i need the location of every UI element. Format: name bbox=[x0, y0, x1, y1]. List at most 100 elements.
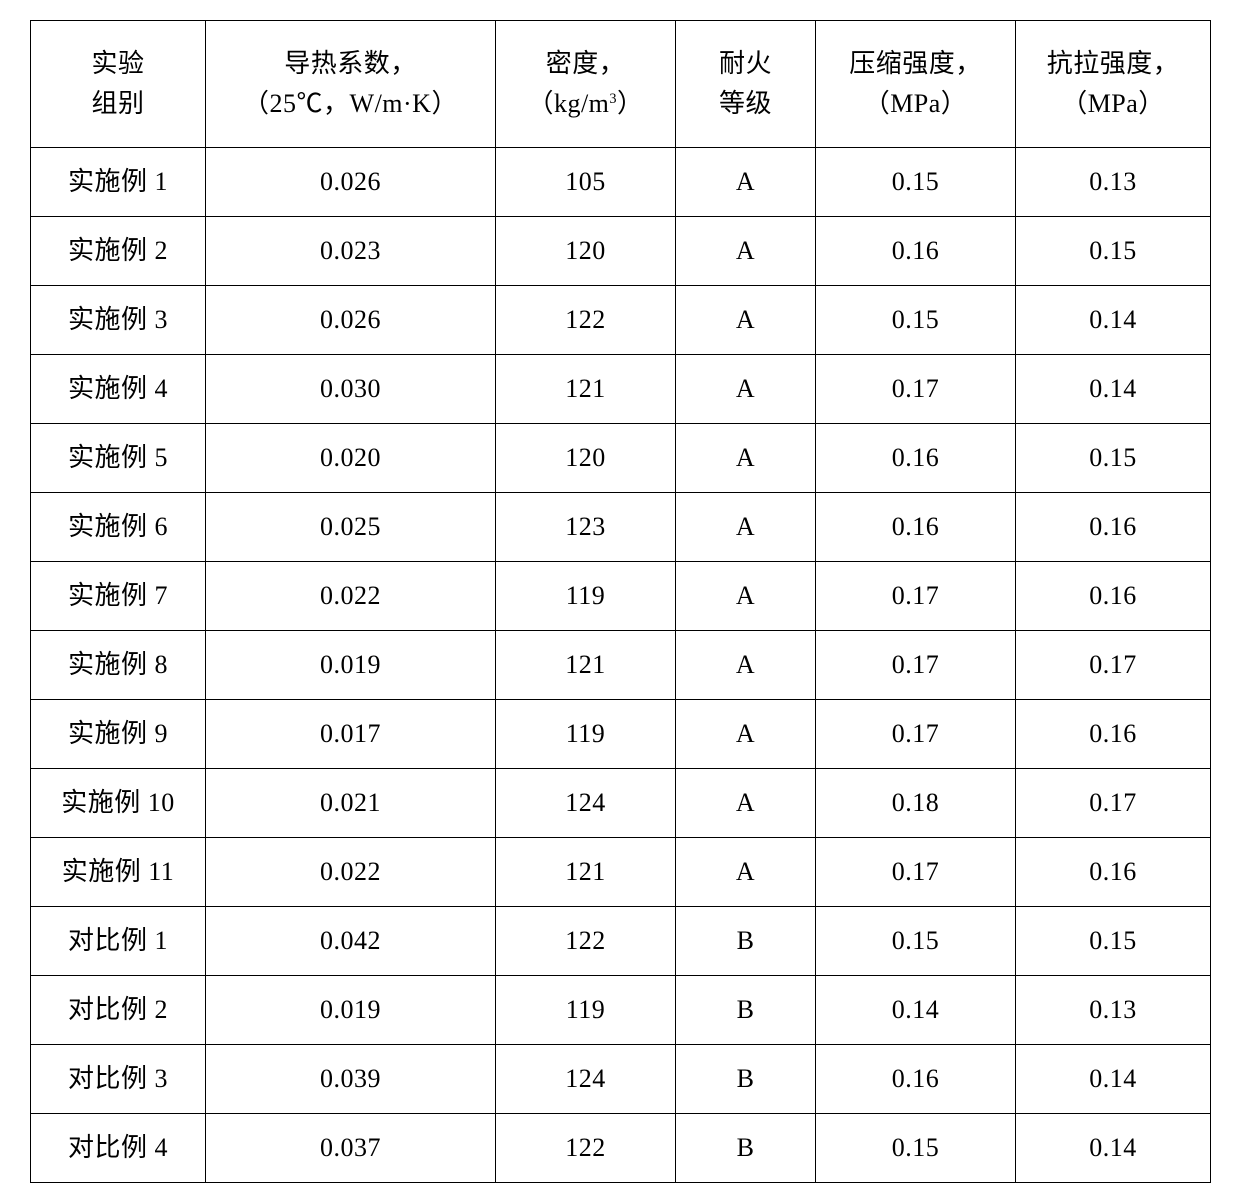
table-row: 实施例 10.026105A0.150.13 bbox=[31, 148, 1211, 217]
table-body: 实施例 10.026105A0.150.13实施例 20.023120A0.16… bbox=[31, 148, 1211, 1183]
col-header-group-line1: 实验 bbox=[31, 44, 205, 84]
table-cell: 0.022 bbox=[206, 838, 496, 907]
table-cell: 0.15 bbox=[1016, 217, 1211, 286]
table-cell: 121 bbox=[496, 838, 676, 907]
table-cell: 0.18 bbox=[816, 769, 1016, 838]
table-cell: 0.17 bbox=[816, 355, 1016, 424]
table-cell: B bbox=[676, 1114, 816, 1183]
table-row: 实施例 90.017119A0.170.16 bbox=[31, 700, 1211, 769]
header-row: 实验 组别 导热系数， （25℃，W/m·K） 密度， （kg/m3） 耐火 等… bbox=[31, 21, 1211, 148]
table-row: 实施例 100.021124A0.180.17 bbox=[31, 769, 1211, 838]
table-row: 实施例 30.026122A0.150.14 bbox=[31, 286, 1211, 355]
table-cell: 0.16 bbox=[816, 424, 1016, 493]
table-cell: 0.17 bbox=[816, 562, 1016, 631]
table-cell: 123 bbox=[496, 493, 676, 562]
col-header-density-line1: 密度， bbox=[496, 44, 675, 84]
table-row: 实施例 20.023120A0.160.15 bbox=[31, 217, 1211, 286]
table-cell: A bbox=[676, 493, 816, 562]
table-cell: 对比例 3 bbox=[31, 1045, 206, 1114]
table-cell: 实施例 8 bbox=[31, 631, 206, 700]
table-cell: 122 bbox=[496, 907, 676, 976]
table-cell: 0.17 bbox=[1016, 631, 1211, 700]
table-cell: 对比例 1 bbox=[31, 907, 206, 976]
table-row: 对比例 10.042122B0.150.15 bbox=[31, 907, 1211, 976]
table-cell: 0.15 bbox=[816, 148, 1016, 217]
table-cell: 实施例 2 bbox=[31, 217, 206, 286]
table-cell: 0.14 bbox=[1016, 1114, 1211, 1183]
table-cell: 实施例 1 bbox=[31, 148, 206, 217]
table-cell: 124 bbox=[496, 1045, 676, 1114]
table-cell: 0.16 bbox=[1016, 493, 1211, 562]
table-cell: 0.13 bbox=[1016, 976, 1211, 1045]
table-cell: 0.019 bbox=[206, 631, 496, 700]
col-header-tensile-line1: 抗拉强度， bbox=[1016, 44, 1210, 84]
table-cell: 0.16 bbox=[816, 1045, 1016, 1114]
table-cell: 0.17 bbox=[1016, 769, 1211, 838]
table-cell: 0.14 bbox=[1016, 286, 1211, 355]
col-header-fire-line1: 耐火 bbox=[676, 44, 815, 84]
col-header-fire-line2: 等级 bbox=[676, 84, 815, 124]
col-header-tensile-line2: （MPa） bbox=[1016, 84, 1210, 124]
table-cell: 0.019 bbox=[206, 976, 496, 1045]
table-cell: 119 bbox=[496, 562, 676, 631]
col-header-thermal: 导热系数， （25℃，W/m·K） bbox=[206, 21, 496, 148]
table-cell: 0.16 bbox=[816, 493, 1016, 562]
table-cell: 实施例 5 bbox=[31, 424, 206, 493]
table-cell: 122 bbox=[496, 1114, 676, 1183]
table-cell: 0.16 bbox=[1016, 562, 1211, 631]
table-cell: 0.16 bbox=[1016, 838, 1211, 907]
table-cell: 120 bbox=[496, 424, 676, 493]
col-header-compressive: 压缩强度， （MPa） bbox=[816, 21, 1016, 148]
col-header-density-line2: （kg/m3） bbox=[496, 84, 675, 124]
table-cell: 124 bbox=[496, 769, 676, 838]
table-cell: 0.15 bbox=[1016, 424, 1211, 493]
table-row: 实施例 70.022119A0.170.16 bbox=[31, 562, 1211, 631]
table-cell: B bbox=[676, 976, 816, 1045]
table-cell: 0.026 bbox=[206, 148, 496, 217]
col-header-thermal-line2: （25℃，W/m·K） bbox=[206, 84, 495, 124]
table-cell: 0.021 bbox=[206, 769, 496, 838]
col-header-thermal-line1: 导热系数， bbox=[206, 44, 495, 84]
table-cell: B bbox=[676, 1045, 816, 1114]
table-cell: 0.16 bbox=[1016, 700, 1211, 769]
table-cell: A bbox=[676, 769, 816, 838]
table-cell: 0.15 bbox=[816, 286, 1016, 355]
col-header-compressive-line1: 压缩强度， bbox=[816, 44, 1015, 84]
table-cell: 实施例 9 bbox=[31, 700, 206, 769]
table-cell: 0.042 bbox=[206, 907, 496, 976]
table-cell: A bbox=[676, 562, 816, 631]
table-cell: 0.17 bbox=[816, 838, 1016, 907]
table-cell: 实施例 3 bbox=[31, 286, 206, 355]
table-cell: 0.15 bbox=[816, 1114, 1016, 1183]
table-cell: 119 bbox=[496, 700, 676, 769]
data-table: 实验 组别 导热系数， （25℃，W/m·K） 密度， （kg/m3） 耐火 等… bbox=[30, 20, 1211, 1183]
table-cell: 0.13 bbox=[1016, 148, 1211, 217]
table-cell: 0.15 bbox=[1016, 907, 1211, 976]
table-cell: A bbox=[676, 631, 816, 700]
table-cell: A bbox=[676, 838, 816, 907]
table-cell: 0.039 bbox=[206, 1045, 496, 1114]
col-header-tensile: 抗拉强度， （MPa） bbox=[1016, 21, 1211, 148]
table-cell: 121 bbox=[496, 631, 676, 700]
col-header-group-line2: 组别 bbox=[31, 84, 205, 124]
col-header-compressive-line2: （MPa） bbox=[816, 84, 1015, 124]
table-cell: 实施例 6 bbox=[31, 493, 206, 562]
table-cell: 105 bbox=[496, 148, 676, 217]
table-cell: 实施例 4 bbox=[31, 355, 206, 424]
table-cell: A bbox=[676, 217, 816, 286]
table-cell: 119 bbox=[496, 976, 676, 1045]
table-row: 实施例 80.019121A0.170.17 bbox=[31, 631, 1211, 700]
table-row: 实施例 60.025123A0.160.16 bbox=[31, 493, 1211, 562]
table-cell: 对比例 4 bbox=[31, 1114, 206, 1183]
table-cell: 实施例 11 bbox=[31, 838, 206, 907]
table-cell: A bbox=[676, 355, 816, 424]
table-cell: 0.017 bbox=[206, 700, 496, 769]
table-cell: 0.037 bbox=[206, 1114, 496, 1183]
table-cell: A bbox=[676, 424, 816, 493]
table-cell: 0.14 bbox=[816, 976, 1016, 1045]
table-row: 实施例 110.022121A0.170.16 bbox=[31, 838, 1211, 907]
table-cell: 0.15 bbox=[816, 907, 1016, 976]
table-cell: B bbox=[676, 907, 816, 976]
table-cell: 0.025 bbox=[206, 493, 496, 562]
table-cell: 实施例 10 bbox=[31, 769, 206, 838]
